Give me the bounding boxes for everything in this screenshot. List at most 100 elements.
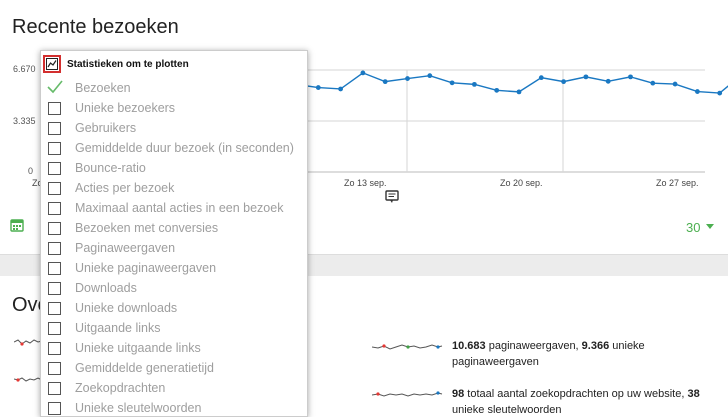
sparkline-visits	[14, 339, 43, 346]
data-point[interactable]	[717, 90, 723, 96]
checkbox[interactable]	[48, 121, 61, 135]
metric-option[interactable]: Bezoeken met conversies	[41, 218, 307, 238]
checkmark-icon	[47, 80, 63, 94]
unique-keywords-label: unieke sleutelwoorden	[452, 404, 562, 416]
metric-option[interactable]: Gemiddelde duur bezoek (in seconden)	[41, 138, 307, 158]
metric-option[interactable]: Zoekopdrachten	[41, 378, 307, 398]
chart-picker-icon[interactable]	[43, 55, 61, 73]
metric-option-label: Unieke bezoekers	[75, 101, 176, 115]
metric-option[interactable]: Unieke paginaweergaven	[41, 258, 307, 278]
checkbox[interactable]	[48, 261, 61, 275]
metric-option-label: Unieke paginaweergaven	[75, 261, 217, 275]
metric-option[interactable]: Unieke bezoekers	[41, 98, 307, 118]
pageviews-count-label: paginaweergaven,	[485, 340, 582, 352]
metric-option[interactable]: Gebruikers	[41, 118, 307, 138]
data-point[interactable]	[650, 80, 656, 86]
metric-option-label: Bounce-ratio	[75, 161, 146, 175]
checkbox[interactable]	[48, 201, 61, 215]
data-point[interactable]	[695, 89, 700, 94]
x-tick-label: Zo 27 sep.	[656, 178, 699, 188]
data-point[interactable]	[605, 78, 611, 84]
data-point[interactable]	[628, 74, 633, 80]
period-selector[interactable]: 30	[686, 220, 701, 235]
checkbox[interactable]	[48, 101, 61, 115]
checkbox[interactable]	[48, 221, 61, 235]
data-point[interactable]	[561, 79, 566, 85]
chevron-down-icon[interactable]	[706, 224, 714, 229]
unique-pageviews-count: 9.366	[581, 340, 610, 352]
metric-option[interactable]: Acties per bezoek	[41, 178, 307, 198]
data-point[interactable]	[360, 70, 366, 76]
metric-option-label: Gemiddelde generatietijd	[75, 361, 214, 375]
checkbox[interactable]	[48, 401, 61, 415]
checkbox[interactable]	[48, 141, 61, 155]
checkbox[interactable]	[48, 241, 61, 255]
metric-option[interactable]: Unieke uitgaande links	[41, 338, 307, 358]
metrics-picker-title: Statistieken om te plotten	[67, 58, 189, 70]
annotation-icon[interactable]	[385, 190, 399, 204]
metrics-picker-header: Statistieken om te plotten	[43, 54, 189, 74]
metric-option-label: Zoekopdrachten	[75, 381, 166, 395]
checkbox[interactable]	[48, 161, 61, 175]
sparkline-actions	[14, 377, 43, 382]
visits-title: Recente bezoeken	[12, 16, 179, 38]
metric-option[interactable]: Uitgaande links	[41, 318, 307, 338]
data-point[interactable]	[338, 86, 343, 92]
metric-option-label: Bezoeken met conversies	[75, 221, 219, 235]
metric-option[interactable]: Unieke downloads	[41, 298, 307, 318]
metric-option[interactable]: Bounce-ratio	[41, 158, 307, 178]
metric-option-label: Bezoeken	[75, 81, 131, 95]
sparkline-searches	[372, 391, 443, 397]
x-tick-label: Zo 13 sep.	[344, 178, 387, 188]
checkbox[interactable]	[48, 381, 61, 395]
data-point[interactable]	[516, 89, 522, 95]
data-point[interactable]	[472, 81, 477, 87]
calendar-icon[interactable]	[10, 218, 24, 232]
sparkline-pageviews	[372, 344, 443, 350]
data-point[interactable]	[583, 74, 589, 80]
searches-count-label: totaal aantal zoekopdrachten op uw websi…	[464, 388, 688, 400]
data-point[interactable]	[449, 80, 455, 86]
series-line	[295, 72, 728, 94]
metric-option-label: Gemiddelde duur bezoek (in seconden)	[75, 141, 294, 155]
metric-option-label: Unieke downloads	[75, 301, 178, 315]
metric-option[interactable]: Unieke sleutelwoorden	[41, 398, 307, 417]
metric-option-label: Gebruikers	[75, 121, 137, 135]
metric-option-label: Uitgaande links	[75, 321, 161, 335]
data-point[interactable]	[315, 85, 321, 90]
metric-option-label: Paginaweergaven	[75, 241, 176, 255]
y-tick-label: 3.335	[13, 116, 36, 126]
data-point[interactable]	[538, 75, 544, 81]
checkbox[interactable]	[48, 321, 61, 335]
metric-option[interactable]: Gemiddelde generatietijd	[41, 358, 307, 378]
checkbox[interactable]	[48, 301, 61, 315]
searches-summary: 98 totaal aantal zoekopdrachten op uw we…	[452, 386, 722, 417]
pageviews-summary: 10.683 paginaweergaven, 9.366 unieke pag…	[452, 338, 722, 370]
checkbox[interactable]	[48, 361, 61, 375]
unique-pageviews-label: unieke paginaweergaven	[452, 340, 645, 368]
checkbox[interactable]	[48, 341, 61, 355]
x-tick-label: Zo 20 sep.	[500, 178, 543, 188]
metric-option-label: Downloads	[75, 281, 137, 295]
unique-keywords-count: 38	[687, 388, 700, 400]
metric-option-label: Acties per bezoek	[75, 181, 175, 195]
metric-option[interactable]: Bezoeken	[41, 78, 307, 98]
pageviews-count: 10.683	[452, 340, 486, 352]
metric-option[interactable]: Maximaal aantal acties in een bezoek	[41, 198, 307, 218]
y-tick-label: 0	[28, 166, 34, 176]
metric-option-label: Maximaal aantal acties in een bezoek	[75, 201, 284, 215]
data-point[interactable]	[427, 73, 433, 79]
metric-option-label: Unieke sleutelwoorden	[75, 401, 202, 415]
metrics-picker-dropdown: Statistieken om te plotten Bezoeken Uniek…	[40, 50, 308, 417]
checkbox[interactable]	[48, 181, 61, 195]
metric-option[interactable]: Downloads	[41, 278, 307, 298]
checkbox[interactable]	[48, 281, 61, 295]
metric-option[interactable]: Paginaweergaven	[41, 238, 307, 258]
x-tick-label: Zo	[32, 178, 43, 188]
metric-option-label: Unieke uitgaande links	[75, 341, 201, 355]
data-point[interactable]	[382, 79, 388, 85]
data-point[interactable]	[672, 81, 678, 87]
data-point[interactable]	[405, 76, 410, 81]
data-point[interactable]	[494, 87, 500, 93]
searches-count: 98	[452, 388, 465, 400]
